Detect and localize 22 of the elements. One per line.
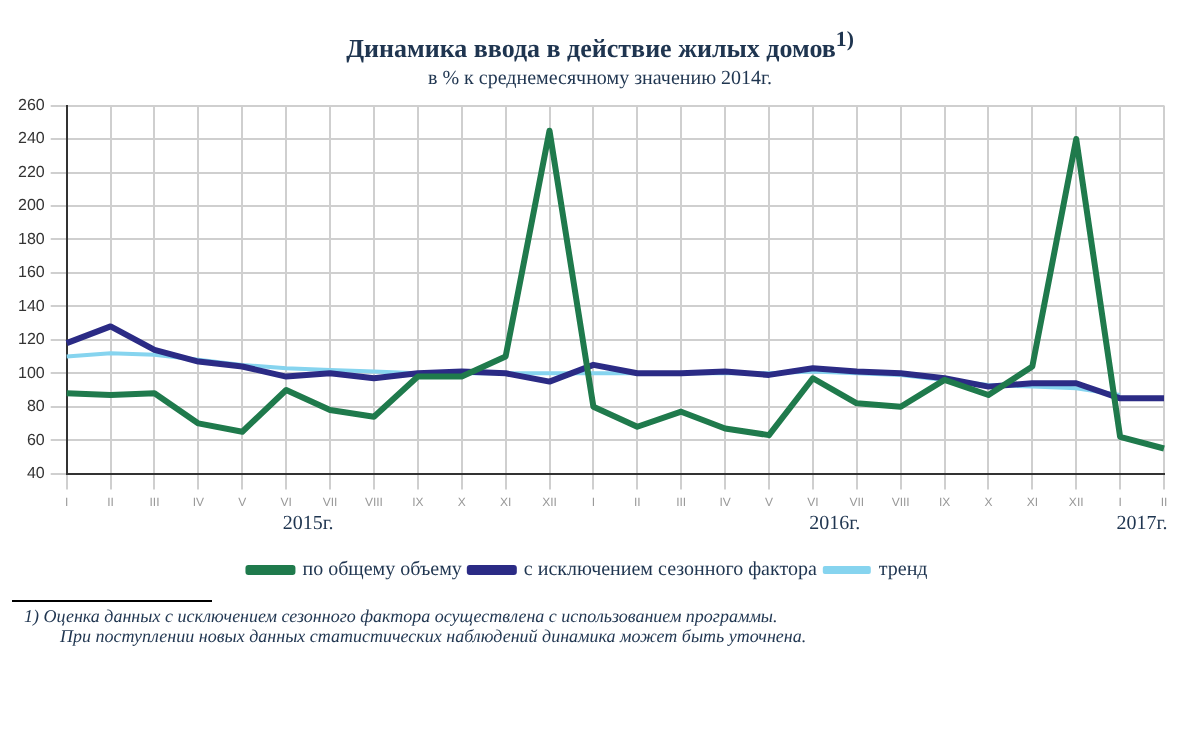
text: 2016г.: [809, 513, 861, 536]
legend-label: тренд: [878, 559, 928, 582]
text: 1) Оценка данных с исключением сезонного фактора осуществлена с использованием программы.: [24, 606, 780, 627]
text: 2017г.: [1116, 513, 1168, 536]
legend-label: с исключением сезонного фактора: [523, 559, 818, 582]
chart-subtitle: в % к среднемесячному значению 2014г.: [425, 68, 775, 91]
y-tick-label: 100: [17, 364, 46, 383]
text: При поступлении новых данных статистических наблюдений динамика может быть уточнена.: [58, 626, 809, 647]
y-tick-label: 60: [26, 431, 46, 450]
y-tick-label: 180: [17, 230, 46, 249]
legend-label: по общему объему: [302, 559, 462, 582]
y-tick-label: 140: [17, 297, 46, 316]
y-tick-label: 200: [17, 197, 46, 216]
chart-title: Динамика ввода в действие жилых домов$^{1)}$: [344, 28, 856, 65]
y-tick-label: 120: [17, 330, 46, 349]
y-tick-label: 220: [17, 163, 46, 182]
y-tick-label: 240: [17, 130, 46, 149]
y-tick-label: 160: [17, 263, 46, 282]
text: 2015г.: [282, 513, 334, 536]
y-tick-label: 260: [17, 96, 46, 115]
y-tick-label: 40: [26, 464, 46, 483]
y-tick-label: 80: [26, 397, 46, 416]
